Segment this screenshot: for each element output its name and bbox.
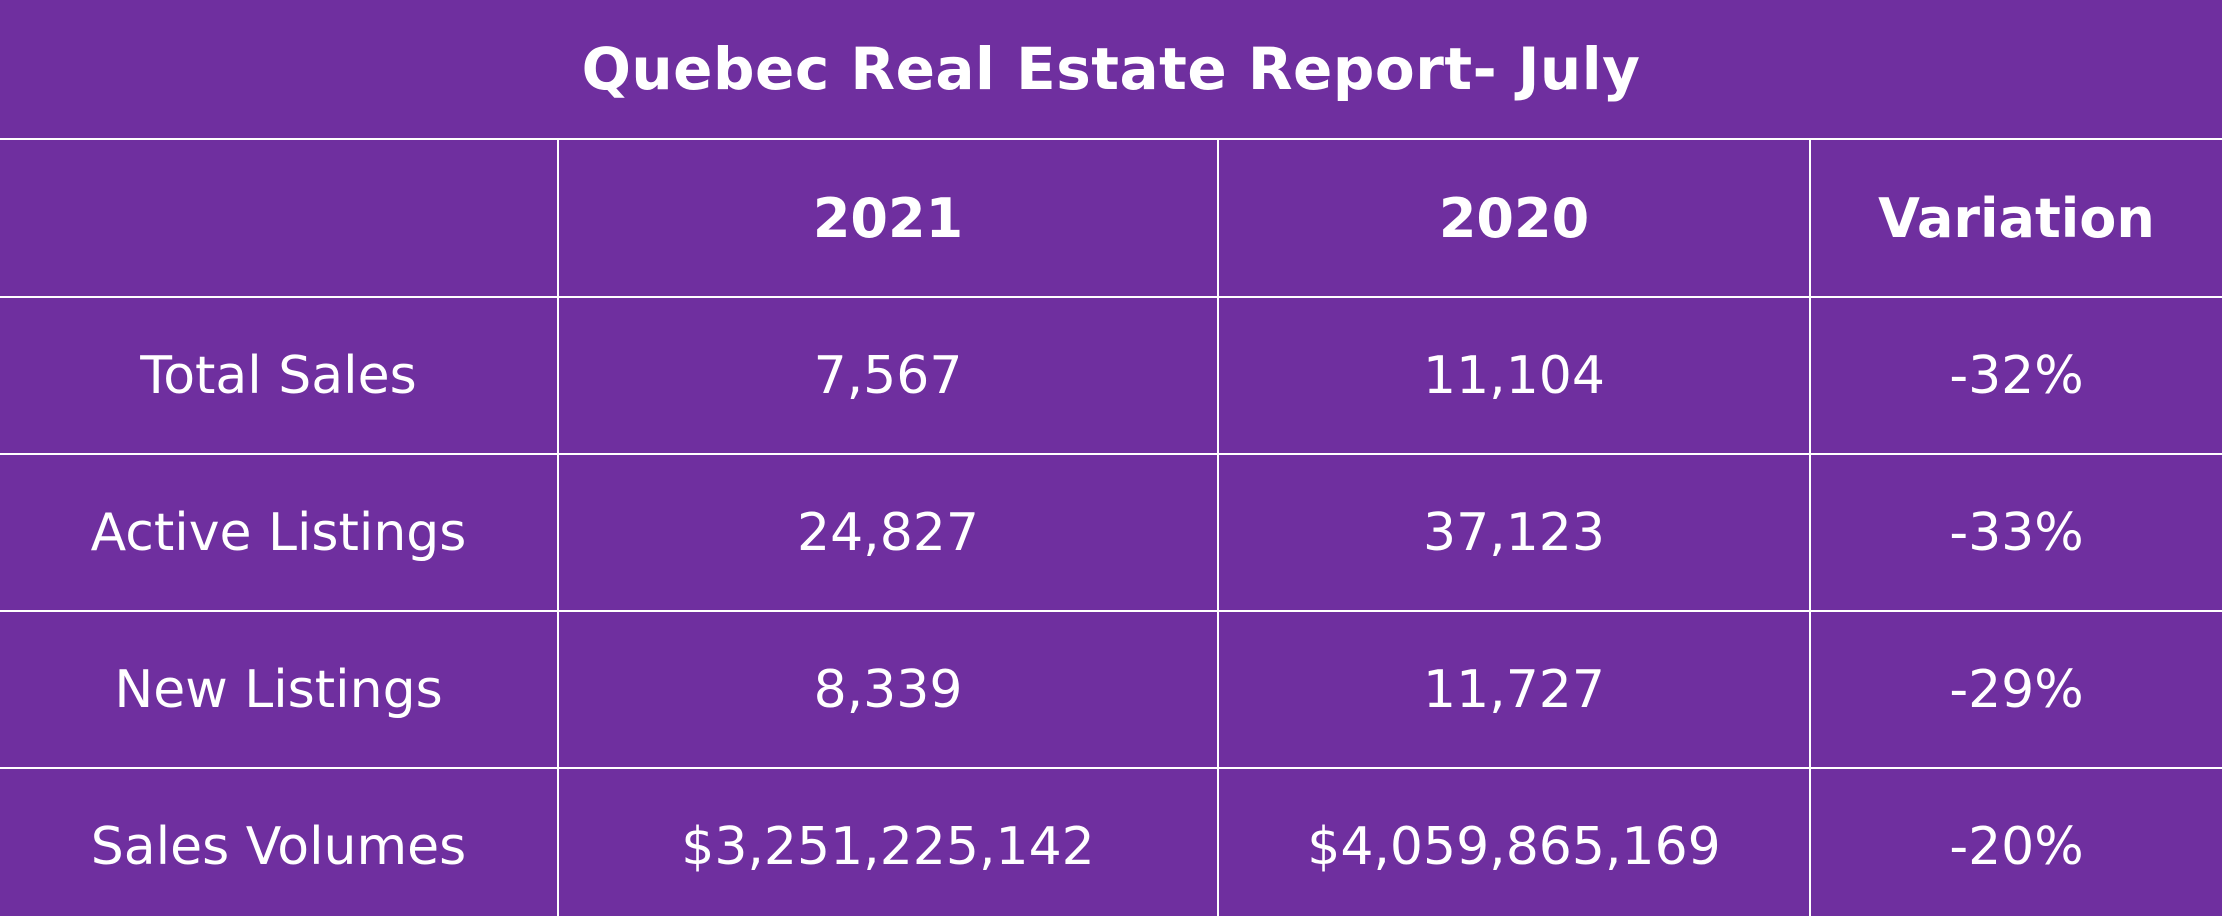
cell-variation: -20% — [1809, 767, 2222, 916]
row-label: Sales Volumes — [0, 767, 559, 916]
header-cell-2021: 2021 — [557, 140, 1219, 298]
cell-2020: 11,727 — [1217, 610, 1811, 769]
report-table: 2021 2020 Variation Total Sales 7,567 11… — [0, 140, 2222, 916]
row-label: Active Listings — [0, 453, 559, 612]
row-label: Total Sales — [0, 296, 559, 455]
cell-2021: 24,827 — [557, 453, 1219, 612]
cell-2021: 8,339 — [557, 610, 1219, 769]
table-row: Total Sales 7,567 11,104 -32% — [0, 296, 2222, 455]
cell-variation: -32% — [1809, 296, 2222, 455]
cell-2021: $3,251,225,142 — [557, 767, 1219, 916]
table-row: Active Listings 24,827 37,123 -33% — [0, 453, 2222, 612]
cell-2020: 37,123 — [1217, 453, 1811, 612]
header-cell-2020: 2020 — [1217, 140, 1811, 298]
table-row: New Listings 8,339 11,727 -29% — [0, 610, 2222, 769]
header-cell-variation: Variation — [1809, 140, 2222, 298]
cell-2020: 11,104 — [1217, 296, 1811, 455]
cell-2020: $4,059,865,169 — [1217, 767, 1811, 916]
cell-variation: -29% — [1809, 610, 2222, 769]
table-row: Sales Volumes $3,251,225,142 $4,059,865,… — [0, 767, 2222, 916]
cell-variation: -33% — [1809, 453, 2222, 612]
header-cell-empty — [0, 140, 559, 298]
table-title: Quebec Real Estate Report- July — [0, 0, 2222, 140]
cell-2021: 7,567 — [557, 296, 1219, 455]
header-row: 2021 2020 Variation — [0, 140, 2222, 298]
row-label: New Listings — [0, 610, 559, 769]
